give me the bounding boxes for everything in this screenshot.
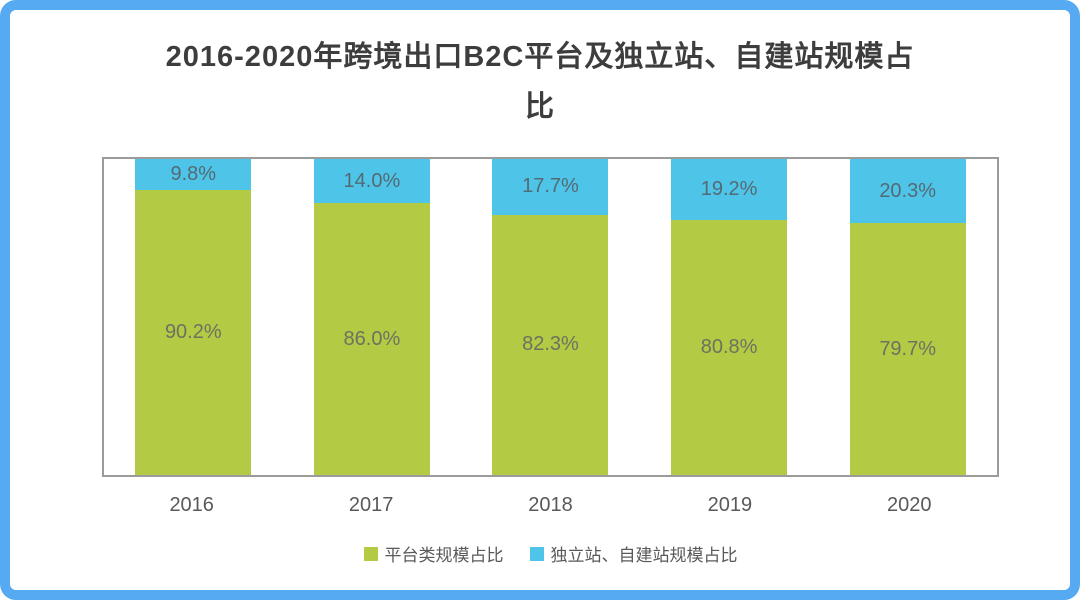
- bar-2016: 9.8% 90.2%: [135, 159, 252, 475]
- legend-item: 独立站、自建站规模占比: [529, 541, 738, 566]
- value-label-independent: 14.0%: [343, 169, 401, 192]
- bar-segment-platform: 90.2%: [135, 189, 252, 475]
- value-label-platform: 82.3%: [522, 333, 579, 356]
- bar-segment-platform: 79.7%: [849, 223, 966, 475]
- bar-segment-independent: 17.7%: [492, 159, 609, 215]
- legend-label: 平台类规模占比: [384, 546, 504, 565]
- value-label-independent: 20.3%: [879, 179, 937, 202]
- bar-segment-independent: 14.0%: [313, 159, 430, 204]
- x-axis-label-2020: 2020: [887, 494, 932, 516]
- bar-segment-independent: 20.3%: [849, 159, 966, 224]
- bar-2017: 14.0% 86.0%: [313, 159, 430, 475]
- value-label-independent: 19.2%: [700, 177, 758, 200]
- legend: 平台类规模占比 独立站、自建站规模占比: [102, 541, 999, 566]
- value-label-independent: 9.8%: [170, 162, 217, 185]
- legend-item: 平台类规模占比: [363, 541, 504, 566]
- chart-title-line-1: 2016-2020年跨境出口B2C平台及独立站、自建站规模占: [165, 41, 915, 73]
- bar-segment-platform: 80.8%: [671, 219, 788, 475]
- chart-title: 2016-2020年跨境出口B2C平台及独立站、自建站规模占 比: [10, 32, 1070, 132]
- bar-2018: 17.7% 82.3%: [492, 159, 609, 475]
- bar-segment-independent: 9.8%: [135, 159, 252, 190]
- value-label-platform: 79.7%: [879, 337, 937, 360]
- bar-segment-platform: 86.0%: [313, 203, 430, 475]
- value-label-platform: 86.0%: [343, 327, 401, 350]
- x-axis: 2016 2017 2018 2019 2020: [102, 494, 999, 517]
- legend-swatch-icon: [363, 546, 378, 561]
- bar-segment-independent: 19.2%: [671, 159, 788, 220]
- x-axis-label-2017: 2017: [348, 494, 394, 516]
- value-label-independent: 17.7%: [522, 175, 579, 198]
- x-axis-label-2019: 2019: [707, 494, 753, 516]
- x-axis-label-2016: 2016: [169, 494, 214, 516]
- bar-2020: 20.3% 79.7%: [849, 159, 966, 475]
- chart-title-line-2: 比: [524, 91, 555, 123]
- bar-2019: 19.2% 80.8%: [671, 159, 788, 475]
- plot-area: 9.8% 90.2% 14.0% 86.0% 17.7% 82.3% 19.2% 80.8% 2…: [102, 157, 999, 477]
- bar-segment-platform: 82.3%: [492, 214, 609, 475]
- value-label-platform: 80.8%: [700, 335, 758, 358]
- x-axis-label-2018: 2018: [528, 494, 573, 516]
- value-label-platform: 90.2%: [164, 320, 222, 343]
- legend-label: 独立站、自建站规模占比: [550, 546, 738, 565]
- legend-swatch-icon: [529, 546, 544, 561]
